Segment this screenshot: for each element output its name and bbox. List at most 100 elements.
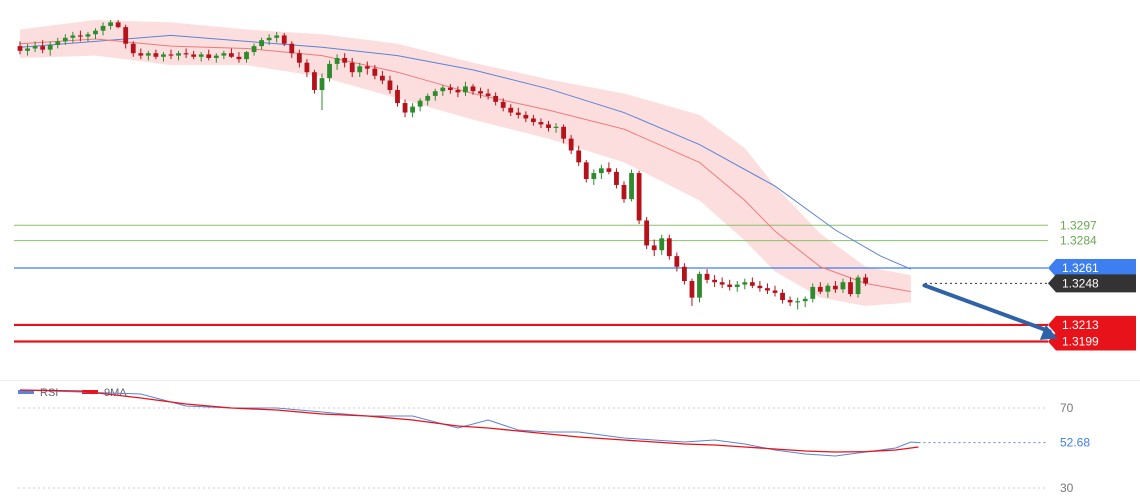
candle-body-81 <box>629 173 634 200</box>
rsi-tick-label-1: 30 <box>1060 481 1074 495</box>
candle-body-87 <box>674 256 680 267</box>
candle-body-72 <box>561 126 566 139</box>
level-label-1: 1.3284 <box>1060 234 1097 248</box>
candle-body-98 <box>757 285 763 289</box>
candle-body-59 <box>463 86 468 93</box>
rsi-tick-label-0: 70 <box>1060 401 1074 415</box>
candle-body-54 <box>425 95 431 101</box>
candle-body-76 <box>591 173 597 179</box>
candle-body-96 <box>742 282 748 285</box>
candle-body-44 <box>349 62 355 73</box>
candle-body-112 <box>863 277 868 284</box>
moving-average-1 <box>19 38 911 293</box>
candle-body-56 <box>440 87 446 92</box>
candle-body-35 <box>281 35 287 44</box>
level-label-0: 1.3297 <box>1060 218 1097 232</box>
candle-body-8 <box>78 35 83 37</box>
candle-body-11 <box>100 25 106 31</box>
candle-body-53 <box>417 100 423 107</box>
rsi-series-1 <box>19 389 919 453</box>
candle-body-19 <box>161 54 166 57</box>
candle-body-10 <box>93 30 98 35</box>
candle-body-77 <box>598 168 604 174</box>
price-band <box>20 20 911 306</box>
candle-body-65 <box>508 107 514 113</box>
candle-body-91 <box>704 273 710 280</box>
candle-body-39 <box>312 72 317 90</box>
candle-body-25 <box>206 54 212 58</box>
candle-body-100 <box>772 290 778 293</box>
candle-body-2 <box>32 46 38 49</box>
candle-body-109 <box>840 282 846 290</box>
candle-body-13 <box>115 22 121 28</box>
level-label-3: 1.3248 <box>1062 276 1099 290</box>
candle-body-55 <box>432 91 438 96</box>
candle-body-40 <box>319 78 325 90</box>
candle-body-78 <box>606 168 612 172</box>
candle-body-94 <box>727 284 733 287</box>
candle-body-38 <box>304 62 310 73</box>
candle-body-31 <box>251 46 257 53</box>
candle-body-49 <box>387 80 393 90</box>
candle-body-89 <box>689 281 695 298</box>
level-tag-3 <box>1048 274 1136 293</box>
candle-body-41 <box>327 63 332 79</box>
candle-body-1 <box>25 48 30 51</box>
candle-body-47 <box>372 68 378 76</box>
candle-body-75 <box>583 162 589 179</box>
candle-body-20 <box>168 54 174 56</box>
candle-body-70 <box>546 124 551 128</box>
candle-body-68 <box>531 118 536 123</box>
candle-body-29 <box>236 56 242 60</box>
candle-body-71 <box>553 126 559 128</box>
moving-average-0 <box>19 34 912 270</box>
level-tag-5 <box>1048 332 1136 351</box>
candle-body-22 <box>183 53 189 55</box>
candle-body-5 <box>55 41 61 45</box>
candle-body-95 <box>734 284 740 287</box>
candle-body-7 <box>70 35 76 38</box>
candle-body-3 <box>40 46 46 50</box>
candle-body-102 <box>787 300 793 303</box>
candle-body-23 <box>191 54 197 57</box>
candle-body-82 <box>636 173 642 221</box>
candle-body-51 <box>402 103 408 113</box>
candle-body-34 <box>274 35 280 38</box>
candle-body-12 <box>108 22 113 26</box>
candle-body-97 <box>749 282 755 286</box>
candle-body-30 <box>244 52 249 60</box>
candle-body-15 <box>130 43 136 54</box>
candle-body-60 <box>470 86 476 92</box>
forecast-arrow-head <box>1039 324 1058 340</box>
candle-body-92 <box>712 279 717 283</box>
candle-body-33 <box>266 37 272 41</box>
level-label-2: 1.3261 <box>1062 261 1099 275</box>
rsi-current-label: 52.68 <box>1060 436 1090 450</box>
candle-body-62 <box>485 93 491 96</box>
candle-body-84 <box>651 245 657 251</box>
candle-body-14 <box>123 27 129 44</box>
candle-body-27 <box>221 53 227 56</box>
candle-body-74 <box>576 150 582 163</box>
candle-body-36 <box>289 43 295 54</box>
level-tag-2 <box>1048 258 1136 277</box>
candle-body-58 <box>455 90 461 93</box>
candle-body-42 <box>334 57 340 64</box>
candle-body-69 <box>538 122 544 125</box>
legend-label-0: RSI <box>40 387 58 399</box>
candle-body-106 <box>817 286 823 292</box>
level-label-5: 1.3199 <box>1062 335 1099 349</box>
candle-body-67 <box>523 114 529 119</box>
candle-body-63 <box>493 95 499 102</box>
candle-body-46 <box>364 66 370 69</box>
candle-body-16 <box>138 53 144 56</box>
candle-body-0 <box>17 46 23 51</box>
candle-body-9 <box>85 34 91 37</box>
candle-body-86 <box>666 238 672 257</box>
forecast-arrow-shaft <box>922 283 1052 334</box>
candle-body-85 <box>659 238 665 251</box>
candle-body-93 <box>719 282 725 285</box>
candle-body-50 <box>395 90 400 104</box>
candle-body-79 <box>614 171 619 185</box>
